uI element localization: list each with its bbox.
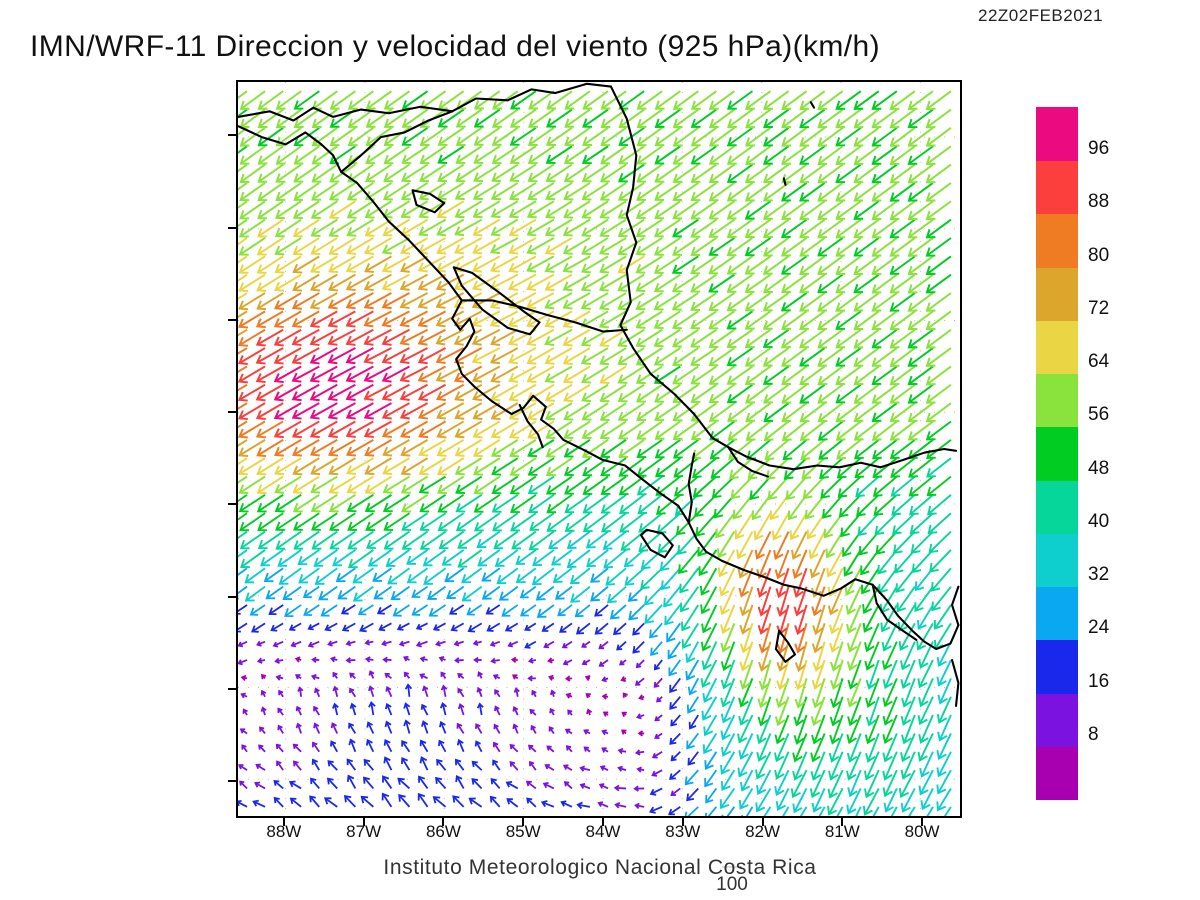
colorbar-band	[1036, 533, 1078, 588]
colorbar-band	[1036, 426, 1078, 481]
colorbar-tick-label: 40	[1088, 510, 1110, 532]
x-axis-tick-mark	[282, 818, 285, 826]
x-axis-tick-mark	[921, 818, 924, 826]
colorbar-band	[1036, 320, 1078, 375]
colorbar-tick-label: 24	[1088, 617, 1110, 639]
y-axis-tick-mark	[228, 318, 237, 321]
x-axis-tick-label: 84W	[585, 822, 621, 841]
colorbar-tick-label: 80	[1088, 244, 1110, 266]
y-axis-tick-mark	[228, 503, 237, 506]
colorbar-band	[1036, 373, 1078, 428]
colorbar-tick-label: 48	[1088, 457, 1110, 479]
colorbar-band	[1036, 692, 1078, 747]
x-axis-tick-mark	[761, 818, 764, 826]
colorbar-tick-label: 32	[1088, 564, 1110, 586]
reference-vector-icon	[722, 866, 742, 868]
x-axis-tick-mark	[522, 818, 525, 826]
colorbar-tick-label: 96	[1088, 138, 1110, 160]
x-axis-tick-label: 81W	[824, 822, 860, 841]
caption: Instituto Meteorologico Nacional Costa R…	[383, 856, 817, 879]
colorbar-band	[1036, 746, 1078, 800]
map-plot-frame	[236, 80, 962, 818]
colorbar-band	[1036, 267, 1078, 321]
x-axis-tick-label: 80W	[904, 822, 940, 841]
y-axis-tick-mark	[228, 134, 237, 137]
colorbar-band	[1036, 107, 1078, 162]
page-title: IMN/WRF-11 Direccion y velocidad del vie…	[30, 30, 880, 63]
x-axis-tick-mark	[442, 818, 445, 826]
wind-vector-field	[238, 82, 960, 816]
colorbar-tick-label: 64	[1088, 351, 1110, 373]
colorbar-band	[1036, 213, 1078, 268]
y-axis-tick-mark	[228, 595, 237, 598]
colorbar-tick-label: 72	[1088, 297, 1110, 319]
x-axis-tick-label: 83W	[665, 822, 701, 841]
reference-vector-label: 100	[716, 874, 748, 895]
x-axis-tick-label: 86W	[425, 822, 461, 841]
y-axis-tick-mark	[228, 226, 237, 229]
colorbar: 8 16 24 32 40 48 56 64 72 80 88 96	[1036, 107, 1109, 800]
x-axis-tick-label: 88W	[266, 822, 302, 841]
colorbar-band	[1036, 586, 1078, 641]
colorbar-band	[1036, 639, 1078, 694]
colorbar-tick-label: 88	[1088, 191, 1110, 213]
x-axis-tick-mark	[841, 818, 844, 826]
colorbar-band	[1036, 160, 1078, 215]
x-axis-tick-label: 85W	[505, 822, 541, 841]
timestamp: 22Z02FEB2021	[978, 6, 1104, 25]
colorbar-band	[1036, 480, 1078, 534]
y-axis-tick-mark	[228, 687, 237, 690]
x-axis-tick-mark	[601, 818, 604, 826]
x-axis-tick-label: 82W	[745, 822, 781, 841]
colorbar-tick-label: 8	[1088, 723, 1099, 745]
x-axis-tick-mark	[362, 818, 365, 826]
x-axis-tick-label: 87W	[346, 822, 382, 841]
y-axis-tick-mark	[228, 780, 237, 783]
y-axis-tick-mark	[228, 411, 237, 414]
colorbar-tick-label: 16	[1088, 670, 1110, 692]
colorbar-tick-label: 56	[1088, 404, 1110, 426]
x-axis-tick-mark	[681, 818, 684, 826]
